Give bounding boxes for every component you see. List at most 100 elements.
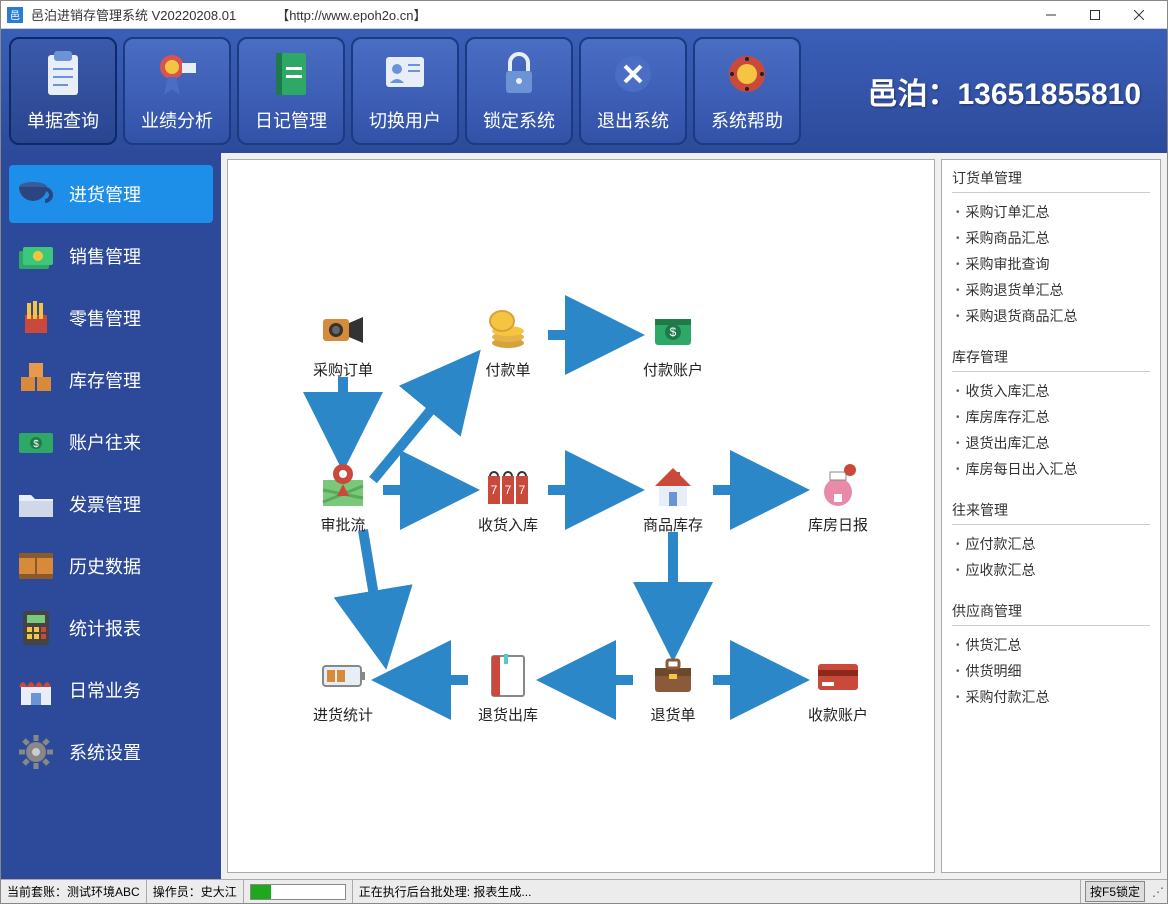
perfume-icon bbox=[812, 460, 864, 510]
bags-icon: 777 bbox=[482, 460, 534, 510]
resize-grip-icon[interactable]: ⋰ bbox=[1149, 885, 1167, 899]
rp-item-1-1[interactable]: 库房库存汇总 bbox=[952, 404, 1150, 430]
rp-group-title: 供应商管理 bbox=[952, 601, 1150, 626]
status-account: 当前套账： 测试环境ABC bbox=[1, 880, 147, 903]
close-button[interactable] bbox=[1117, 1, 1161, 29]
flow-node-label: 商品库存 bbox=[628, 514, 718, 535]
flow-node-appr[interactable]: 审批流 bbox=[298, 460, 388, 535]
flow-node-stat[interactable]: 进货统计 bbox=[298, 650, 388, 725]
gear-icon bbox=[15, 731, 57, 773]
rp-item-1-2[interactable]: 退货出库汇总 bbox=[952, 430, 1150, 456]
calculator-icon bbox=[15, 607, 57, 649]
rp-item-1-0[interactable]: 收货入库汇总 bbox=[952, 378, 1150, 404]
svg-text:7: 7 bbox=[519, 483, 526, 497]
toolbar-btn-3[interactable]: 切换用户 bbox=[351, 37, 459, 145]
svg-text:7: 7 bbox=[491, 483, 498, 497]
flow-node-rout[interactable]: 退货出库 bbox=[463, 650, 553, 725]
toolbar: 单据查询业绩分析日记管理切换用户锁定系统退出系统系统帮助邑泊：136518558… bbox=[1, 29, 1167, 153]
maximize-button[interactable] bbox=[1073, 1, 1117, 29]
clipboard-icon bbox=[38, 49, 88, 99]
sidebar-item-label: 销售管理 bbox=[69, 243, 141, 269]
flow-node-inv[interactable]: 商品库存 bbox=[628, 460, 718, 535]
sidebar-item-label: 进货管理 bbox=[69, 181, 141, 207]
flow-node-po[interactable]: 采购订单 bbox=[298, 305, 388, 380]
rp-item-3-0[interactable]: 供货汇总 bbox=[952, 632, 1150, 658]
wallet-icon: $ bbox=[647, 305, 699, 355]
toolbar-btn-6[interactable]: 系统帮助 bbox=[693, 37, 801, 145]
sidebar-item-label: 历史数据 bbox=[69, 553, 141, 579]
flow-node-racct[interactable]: 收款账户 bbox=[793, 650, 883, 725]
sidebar-item-5[interactable]: 发票管理 bbox=[9, 475, 213, 533]
rp-item-3-1[interactable]: 供货明细 bbox=[952, 658, 1150, 684]
sidebar-item-2[interactable]: 零售管理 bbox=[9, 289, 213, 347]
flow-node-label: 退货单 bbox=[628, 704, 718, 725]
cash-icon: $ bbox=[15, 421, 57, 463]
camera-icon bbox=[317, 305, 369, 355]
sidebar-item-6[interactable]: 历史数据 bbox=[9, 537, 213, 595]
flow-node-pay[interactable]: 付款单 bbox=[463, 305, 553, 380]
toolbar-btn-label: 系统帮助 bbox=[711, 107, 783, 133]
rp-item-3-2[interactable]: 采购付款汇总 bbox=[952, 684, 1150, 710]
folder-icon bbox=[15, 483, 57, 525]
flow-node-label: 付款单 bbox=[463, 359, 553, 380]
sidebar-item-0[interactable]: 进货管理 bbox=[9, 165, 213, 223]
shop-icon bbox=[15, 669, 57, 711]
rp-group-3: 供应商管理供货汇总供货明细采购付款汇总 bbox=[952, 601, 1150, 710]
fries-icon bbox=[15, 297, 57, 339]
toolbar-btn-4[interactable]: 锁定系统 bbox=[465, 37, 573, 145]
rp-group-title: 往来管理 bbox=[952, 500, 1150, 525]
toolbar-btn-label: 单据查询 bbox=[27, 107, 99, 133]
status-account-value: 测试环境ABC bbox=[67, 883, 140, 900]
toolbar-btn-label: 业绩分析 bbox=[141, 107, 213, 133]
sidebar-item-4[interactable]: $ 账户往来 bbox=[9, 413, 213, 471]
rp-item-0-3[interactable]: 采购退货单汇总 bbox=[952, 277, 1150, 303]
sidebar-item-1[interactable]: 销售管理 bbox=[9, 227, 213, 285]
sidebar-item-label: 账户往来 bbox=[69, 429, 141, 455]
main-canvas: 采购订单 付款单 $ 付款账户审批流 777收货入库商品库存 库房日报进货统计 退货出库退货… bbox=[227, 159, 935, 873]
house-icon bbox=[647, 460, 699, 510]
flow-node-acct[interactable]: $ 付款账户 bbox=[628, 305, 718, 380]
flow-node-label: 付款账户 bbox=[628, 359, 718, 380]
toolbar-btn-1[interactable]: 业绩分析 bbox=[123, 37, 231, 145]
statusbar: 当前套账： 测试环境ABC 操作员： 史大江 正在执行后台批处理: 报表生成..… bbox=[1, 879, 1167, 903]
toolbar-btn-2[interactable]: 日记管理 bbox=[237, 37, 345, 145]
rp-item-2-0[interactable]: 应付款汇总 bbox=[952, 531, 1150, 557]
sidebar-item-8[interactable]: 日常业务 bbox=[9, 661, 213, 719]
card-icon bbox=[812, 650, 864, 700]
rp-item-2-1[interactable]: 应收款汇总 bbox=[952, 557, 1150, 583]
book-icon bbox=[482, 650, 534, 700]
window-title: 邑泊进销存管理系统 V20220208.01 bbox=[31, 5, 236, 24]
app-icon: 邑 bbox=[7, 7, 23, 23]
toolbar-btn-label: 锁定系统 bbox=[483, 107, 555, 133]
rp-item-0-2[interactable]: 采购审批查询 bbox=[952, 251, 1150, 277]
rp-item-1-3[interactable]: 库房每日出入汇总 bbox=[952, 456, 1150, 482]
user-card-icon bbox=[380, 49, 430, 99]
titlebar: 邑 邑泊进销存管理系统 V20220208.01 【http://www.epo… bbox=[1, 1, 1167, 29]
toolbar-btn-label: 日记管理 bbox=[255, 107, 327, 133]
status-operator-label: 操作员： bbox=[153, 883, 201, 900]
lock-icon bbox=[494, 49, 544, 99]
boxes-icon bbox=[15, 359, 57, 401]
flow-node-label: 审批流 bbox=[298, 514, 388, 535]
sidebar-item-9[interactable]: 系统设置 bbox=[9, 723, 213, 781]
lock-button[interactable]: 按F5锁定 bbox=[1085, 881, 1145, 902]
svg-text:$: $ bbox=[33, 439, 39, 450]
flow-node-label: 采购订单 bbox=[298, 359, 388, 380]
flow-node-recv[interactable]: 777收货入库 bbox=[463, 460, 553, 535]
svg-text:$: $ bbox=[670, 325, 677, 339]
rp-item-0-1[interactable]: 采购商品汇总 bbox=[952, 225, 1150, 251]
rp-item-0-4[interactable]: 采购退货商品汇总 bbox=[952, 303, 1150, 329]
toolbar-btn-0[interactable]: 单据查询 bbox=[9, 37, 117, 145]
svg-text:7: 7 bbox=[505, 483, 512, 497]
sidebar-item-7[interactable]: 统计报表 bbox=[9, 599, 213, 657]
toolbar-btn-5[interactable]: 退出系统 bbox=[579, 37, 687, 145]
status-progress bbox=[244, 880, 353, 903]
minimize-button[interactable] bbox=[1029, 1, 1073, 29]
right-panel: 订货单管理采购订单汇总采购商品汇总采购审批查询采购退货单汇总采购退货商品汇总库存… bbox=[941, 159, 1161, 873]
rp-item-0-0[interactable]: 采购订单汇总 bbox=[952, 199, 1150, 225]
sidebar-item-3[interactable]: 库存管理 bbox=[9, 351, 213, 409]
flow-node-daily[interactable]: 库房日报 bbox=[793, 460, 883, 535]
film-icon bbox=[15, 545, 57, 587]
flow-node-label: 进货统计 bbox=[298, 704, 388, 725]
flow-node-rtn[interactable]: 退货单 bbox=[628, 650, 718, 725]
